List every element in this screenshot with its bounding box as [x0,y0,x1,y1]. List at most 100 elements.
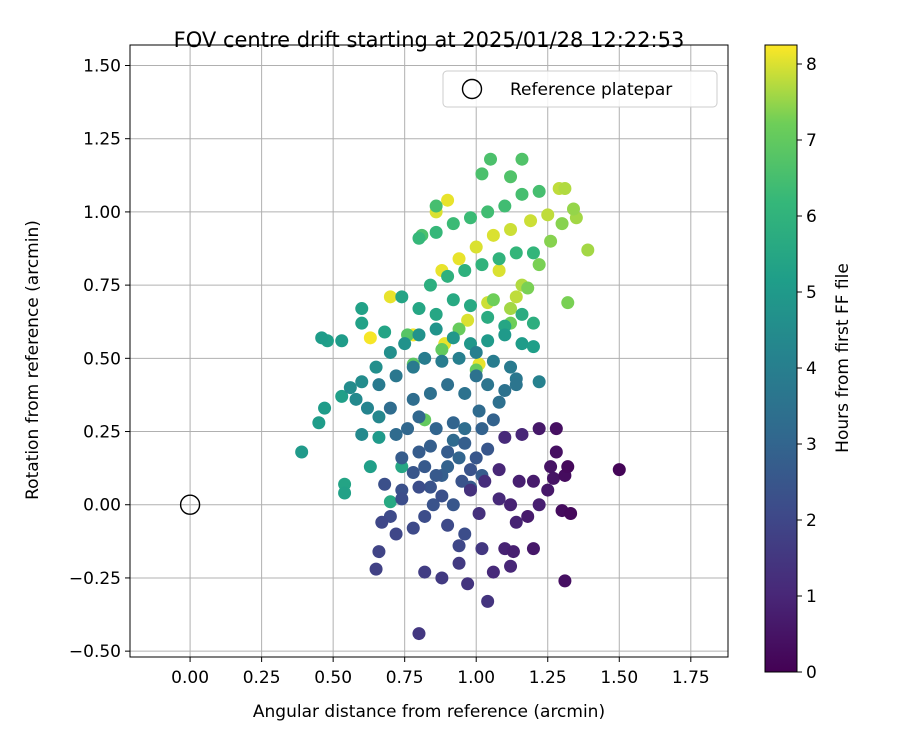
colorbar-tick-label: 4 [806,359,817,379]
x-tick-label: 1.50 [600,668,638,688]
data-point [452,539,466,553]
data-point [383,345,397,359]
data-point [521,281,535,295]
colorbar-frame [764,44,798,673]
data-point [429,322,443,336]
data-point [363,331,377,345]
data-point [475,258,489,272]
data-point [429,199,443,213]
legend-box [442,70,718,108]
data-point [372,430,386,444]
data-point [418,460,432,474]
data-point [389,369,403,383]
data-point [509,378,523,392]
colorbar-tick-label: 1 [806,587,817,607]
data-point [481,378,495,392]
data-point [469,345,483,359]
data-point [395,290,409,304]
data-point [532,375,546,389]
data-point [395,492,409,506]
y-tick-label: 1.50 [83,56,121,76]
data-point [475,542,489,556]
data-point [549,445,563,459]
data-point [515,152,529,166]
data-point [429,225,443,239]
data-point [515,337,529,351]
data-point [546,471,560,485]
data-point [423,386,437,400]
data-point [526,340,540,354]
data-point [412,410,426,424]
data-point [521,509,535,523]
data-point [492,463,506,477]
x-tick-label: 1.75 [672,668,710,688]
data-point [498,384,512,398]
colorbar-tick-label: 0 [806,663,817,683]
legend: Reference platepar [442,70,718,108]
data-point [515,187,529,201]
data-point [338,486,352,500]
data-point [504,302,518,316]
data-point [383,290,397,304]
data-point [526,542,540,556]
data-point [486,413,500,427]
data-point [335,334,349,348]
x-tick-label: 0.00 [171,668,209,688]
y-tick-label: 0.00 [83,496,121,516]
data-point [481,594,495,608]
colorbar-tick-label: 3 [806,435,817,455]
data-point [463,463,477,477]
data-point [481,334,495,348]
data-point [378,325,392,339]
colorbar-ticks: 0 1 2 3 4 5 6 7 8 [797,55,817,683]
data-point [463,299,477,313]
x-tick-label: 1.00 [457,668,495,688]
data-point [492,395,506,409]
data-point [532,422,546,436]
data-point [532,498,546,512]
data-points [295,152,626,641]
data-point [446,331,460,345]
data-point [375,515,389,529]
data-point [526,316,540,330]
data-point [435,354,449,368]
data-point [446,416,460,430]
data-point [406,392,420,406]
data-point [441,445,455,459]
data-point [295,445,309,459]
data-point [504,498,518,512]
data-point [472,507,486,521]
data-point [435,571,449,585]
data-point [423,439,437,453]
data-point [532,258,546,272]
legend-reference-marker [461,78,483,100]
legend-label: Reference platepar [510,80,672,100]
data-point [555,217,569,231]
y-tick-label: −0.50 [69,642,121,662]
data-point [455,474,469,488]
data-point [343,381,357,395]
data-point [418,351,432,365]
data-point [549,422,563,436]
data-point [504,170,518,184]
data-point [498,328,512,342]
data-point [512,474,526,488]
data-point [349,392,363,406]
data-point [398,337,412,351]
colorbar-label: Hours from first FF file [833,263,853,453]
data-point [544,234,558,248]
data-point [458,436,472,450]
data-point [509,246,523,260]
x-tick-label: 0.75 [386,668,424,688]
data-point [458,527,472,541]
data-point [372,410,386,424]
data-point [389,427,403,441]
data-point [566,202,580,216]
data-point [492,492,506,506]
data-point [412,627,426,641]
data-point [355,427,369,441]
colorbar-gradient [765,45,797,672]
data-point [524,214,538,228]
